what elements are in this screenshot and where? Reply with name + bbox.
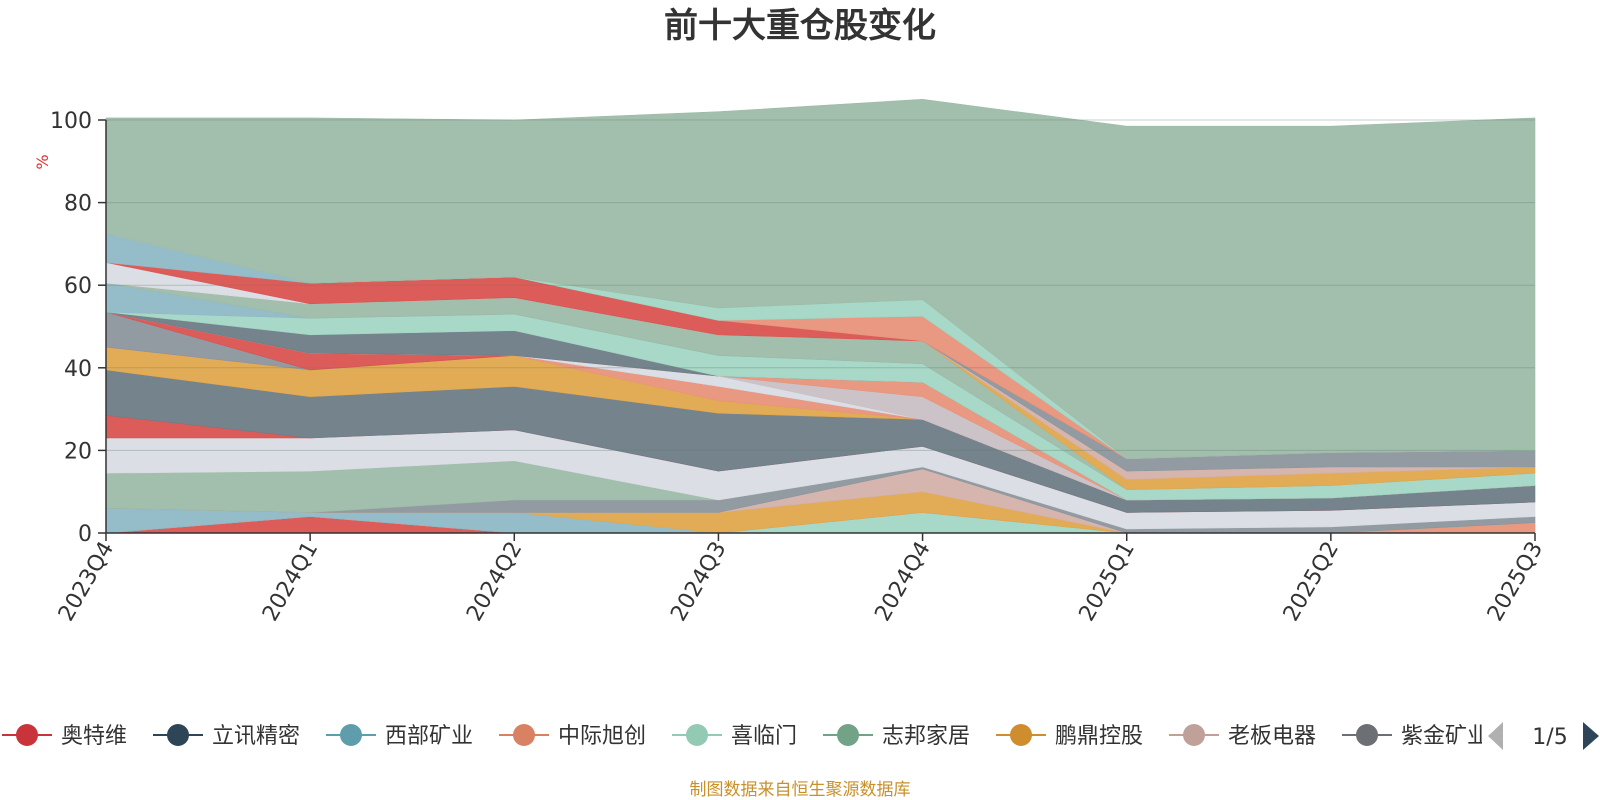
legend-label: 奥特维 <box>61 724 127 749</box>
legend-label: 立讯精密 <box>212 724 300 749</box>
legend-item[interactable]: 鹏鼎控股 <box>996 724 1143 749</box>
y-tick-label: 60 <box>64 274 92 299</box>
x-tick-label: 2024Q4 <box>870 538 935 626</box>
legend-prev-page-icon[interactable] <box>1488 722 1503 750</box>
legend-label: 鹏鼎控股 <box>1055 724 1143 749</box>
x-tick-label: 2023Q4 <box>54 538 119 626</box>
x-tick-label: 2024Q3 <box>666 538 731 626</box>
legend-label: 西部矿业 <box>385 724 473 749</box>
legend: 奥特维 立讯精密 西部矿业 中际旭创 喜临门 志邦家居 鹏鼎控股 老板电器 紫金矿业 <box>2 724 1489 749</box>
x-tick-label: 2025Q3 <box>1483 538 1548 626</box>
legend-marker-icon <box>1183 724 1205 746</box>
legend-item[interactable]: 紫金矿业 <box>1342 724 1489 749</box>
legend-marker-icon <box>1010 724 1032 746</box>
y-axis-unit: % <box>33 154 52 169</box>
legend-item[interactable]: 中际旭创 <box>499 724 646 749</box>
y-tick-label: 80 <box>64 192 92 217</box>
legend-marker-icon <box>513 724 535 746</box>
x-tick-label: 2025Q1 <box>1075 538 1140 626</box>
y-tick-label: 100 <box>50 109 92 134</box>
area-series-30 <box>105 98 1536 460</box>
legend-marker-icon <box>16 724 38 746</box>
x-tick-label: 2024Q2 <box>462 538 527 626</box>
legend-item[interactable]: 奥特维 <box>2 724 127 749</box>
legend-item[interactable]: 老板电器 <box>1169 724 1316 749</box>
legend-label: 中际旭创 <box>558 724 646 749</box>
legend-marker-icon <box>837 724 859 746</box>
legend-item[interactable]: 西部矿业 <box>326 724 473 749</box>
legend-label: 紫金矿业 <box>1401 724 1489 749</box>
legend-marker-icon <box>167 724 189 746</box>
x-tick-label: 2025Q2 <box>1279 538 1344 626</box>
legend-item[interactable]: 志邦家居 <box>823 724 970 749</box>
plot-area <box>105 98 1536 534</box>
legend-marker-icon <box>340 724 362 746</box>
y-tick-label: 40 <box>64 357 92 382</box>
chart-title: 前十大重仓股变化 <box>664 6 936 46</box>
legend-marker-icon <box>1356 724 1378 746</box>
legend-item[interactable]: 喜临门 <box>672 724 797 749</box>
grid-lines <box>106 119 1535 451</box>
legend-pager[interactable]: 1/5 <box>1488 722 1599 750</box>
y-tick-label: 20 <box>64 439 92 464</box>
x-tick-label: 2024Q1 <box>258 538 323 626</box>
legend-marker-icon <box>686 724 708 746</box>
legend-label: 喜临门 <box>731 724 797 749</box>
legend-page-indicator: 1/5 <box>1532 725 1567 750</box>
footer-source-note: 制图数据来自恒生聚源数据库 <box>690 780 911 800</box>
legend-next-page-icon[interactable] <box>1583 722 1599 750</box>
legend-label: 志邦家居 <box>882 724 970 749</box>
legend-item[interactable]: 立讯精密 <box>153 724 300 749</box>
legend-label: 老板电器 <box>1228 724 1316 749</box>
y-tick-label: 0 <box>78 522 92 547</box>
